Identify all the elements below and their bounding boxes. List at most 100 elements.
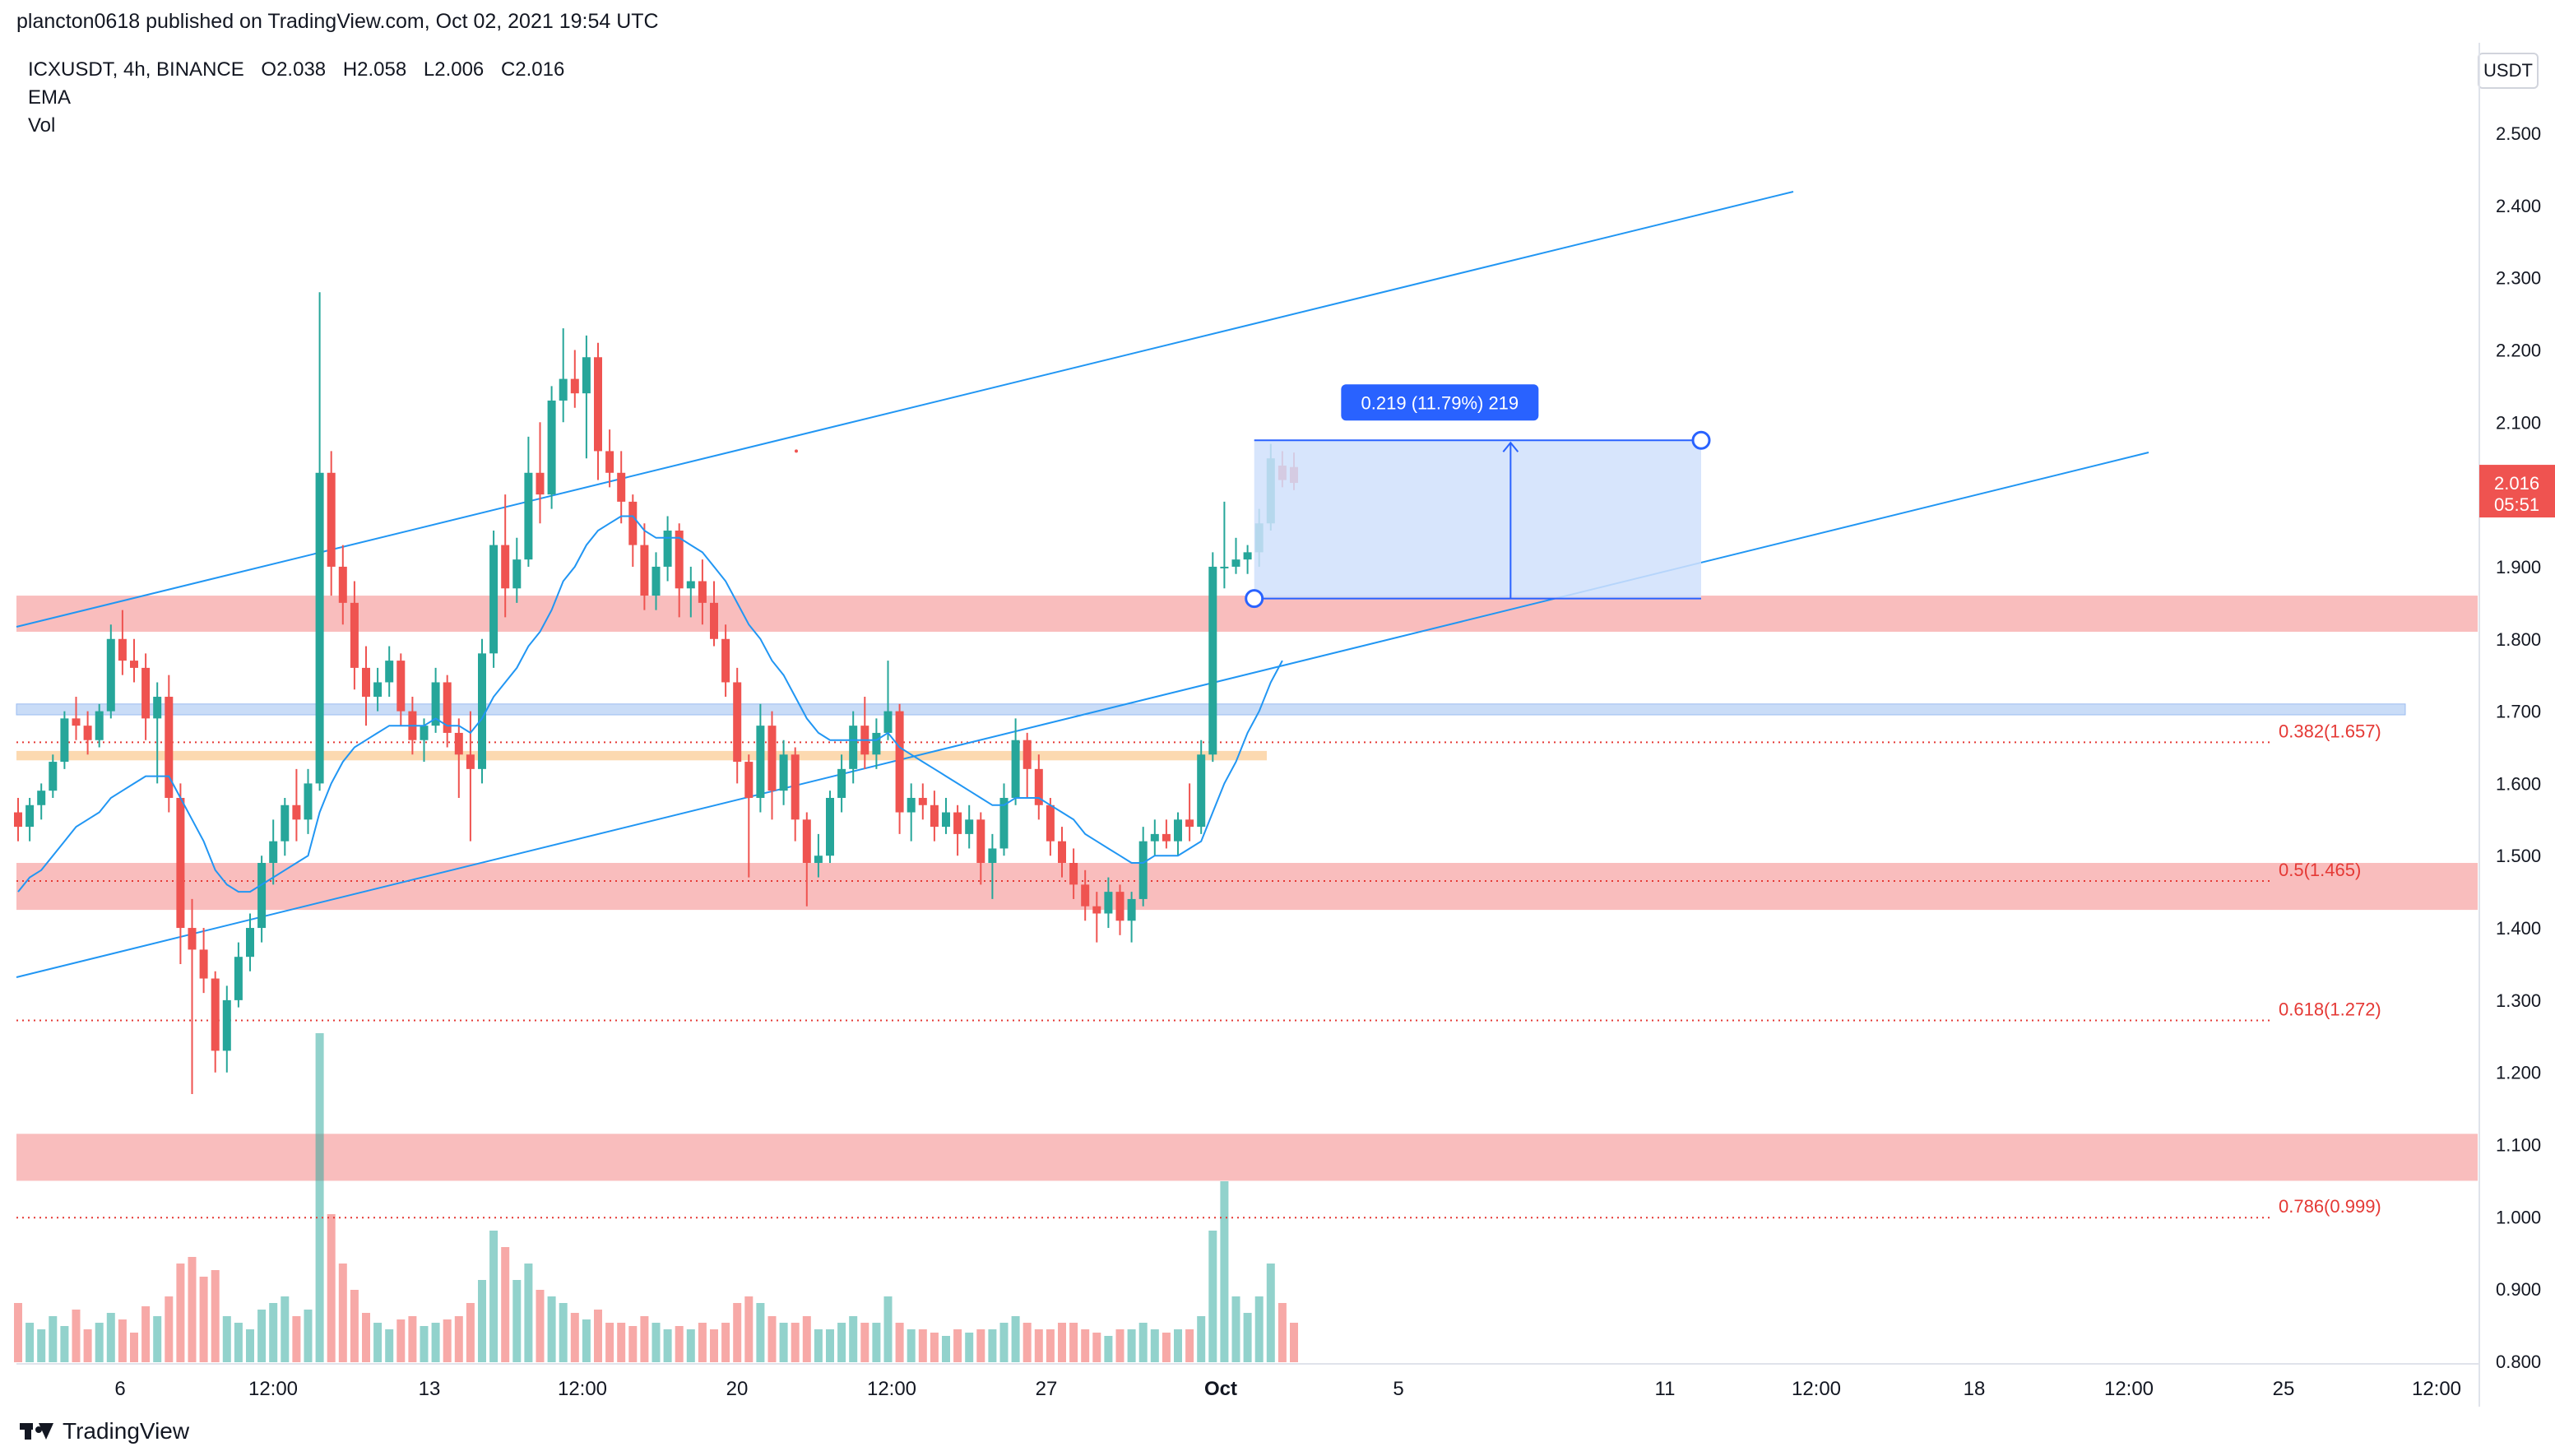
volume-bar <box>999 1323 1009 1362</box>
support-zone[interactable] <box>16 863 2478 911</box>
candle-body <box>1127 898 1136 921</box>
candle-body <box>779 754 788 791</box>
volume-bar <box>988 1329 997 1362</box>
candle-body <box>849 726 858 769</box>
volume-bar <box>536 1290 545 1362</box>
candle-body <box>1092 906 1101 914</box>
candle-body <box>965 819 974 834</box>
volume-bar <box>524 1264 533 1362</box>
volume-bar <box>362 1313 370 1362</box>
volume-bar <box>547 1296 556 1362</box>
volume-bar <box>1046 1329 1055 1362</box>
volume-bar <box>338 1264 347 1362</box>
time-tick-label: 12:00 <box>1792 1378 1841 1400</box>
candle-body <box>547 400 556 495</box>
candle-body <box>744 762 754 798</box>
volume-bar <box>315 1033 324 1362</box>
currency-badge[interactable]: USDT <box>2478 53 2539 89</box>
candle-body <box>1174 819 1182 842</box>
volume-bar <box>106 1313 115 1362</box>
candle-body <box>26 805 35 828</box>
measure-box[interactable] <box>1254 440 1701 599</box>
candle-body <box>501 545 510 589</box>
candle-body <box>118 638 127 661</box>
volume-bar <box>165 1296 174 1362</box>
volume-bar <box>872 1323 881 1362</box>
volume-bar <box>130 1333 138 1362</box>
measure-layer: 0.219 (11.79%) 219 <box>1245 384 1711 609</box>
candle-body <box>524 472 533 560</box>
candle-body <box>559 378 568 401</box>
candle-body <box>942 812 950 828</box>
candle-body <box>176 797 185 929</box>
volume-bar <box>767 1316 777 1362</box>
price-tick-label: 1.100 <box>2496 1135 2541 1156</box>
candle-body <box>83 726 92 740</box>
fib-label: 0.5(1.465) <box>2279 860 2361 880</box>
volume-bar <box>1127 1329 1136 1362</box>
volume-bar <box>49 1316 58 1362</box>
price-tick-label: 0.800 <box>2496 1352 2541 1372</box>
candle-body <box>14 812 22 828</box>
legend-low: L2.006 <box>423 58 485 81</box>
volume-bar <box>733 1303 742 1362</box>
volume-bar <box>744 1296 754 1362</box>
fib-label: 0.382(1.657) <box>2279 721 2381 741</box>
candle-body <box>883 711 893 733</box>
volume-bar <box>883 1296 893 1362</box>
candle-body <box>1104 892 1113 914</box>
price-tick-label: 1.500 <box>2496 846 2541 866</box>
measure-handle-end[interactable] <box>1691 430 1711 450</box>
candle-body <box>292 805 301 820</box>
orange-level-zone[interactable] <box>16 750 1267 761</box>
lower-support-zone[interactable] <box>16 1134 2478 1181</box>
last-price-label: 2.016 <box>2494 473 2539 494</box>
volume-bar <box>350 1290 359 1362</box>
price-tick-label: 1.000 <box>2496 1207 2541 1227</box>
candle-body <box>1115 892 1124 921</box>
volume-bar <box>802 1316 811 1362</box>
volume-bar <box>14 1303 22 1362</box>
legend-symbol[interactable]: ICXUSDT, 4h, BINANCE <box>28 58 244 81</box>
tradingview-logo-icon <box>20 1421 53 1441</box>
volume-bar <box>443 1319 452 1362</box>
volume-bar <box>1022 1323 1032 1362</box>
ema-line[interactable] <box>17 515 1283 893</box>
volume-bar <box>257 1310 267 1362</box>
footer-brand[interactable]: TradingView <box>20 1418 189 1444</box>
legend-ema[interactable]: EMA <box>28 86 72 109</box>
time-tick-label: 18 <box>1964 1378 1986 1400</box>
volume-bar <box>1290 1323 1298 1362</box>
last-price-badge[interactable] <box>2479 465 2555 518</box>
candle-body <box>652 566 661 596</box>
volume-bar <box>478 1280 486 1362</box>
candle-body <box>281 805 290 842</box>
lower-trendline[interactable] <box>16 452 2149 978</box>
measure-handle-start[interactable] <box>1245 589 1264 609</box>
chart-legend: ICXUSDT, 4h, BINANCE O2.038 H2.058 L2.00… <box>28 56 576 140</box>
volume-bar <box>721 1323 730 1362</box>
volume-bar <box>930 1333 939 1362</box>
legend-vol[interactable]: Vol <box>28 114 56 137</box>
volume-bar <box>791 1323 800 1362</box>
time-tick-label: 11 <box>1655 1378 1676 1400</box>
candle-body <box>1220 566 1229 568</box>
candle-body <box>199 949 208 979</box>
candle-body <box>999 797 1009 849</box>
legend-open: O2.038 <box>261 58 327 81</box>
candle-body <box>37 791 46 805</box>
upper-trendline[interactable] <box>16 191 1794 628</box>
volume-bar <box>1266 1264 1275 1362</box>
candle-body <box>234 957 243 1000</box>
measure-arrow-head <box>1502 441 1519 452</box>
volume-bar <box>953 1329 962 1362</box>
candle-body <box>431 682 440 726</box>
candle-body <box>1162 833 1171 842</box>
volume-bar <box>837 1323 846 1362</box>
volume-bar <box>512 1280 522 1362</box>
candle-body <box>211 978 220 1051</box>
volume-bar <box>1092 1333 1101 1362</box>
volume-bar <box>698 1323 707 1362</box>
volume-bar <box>710 1329 718 1362</box>
